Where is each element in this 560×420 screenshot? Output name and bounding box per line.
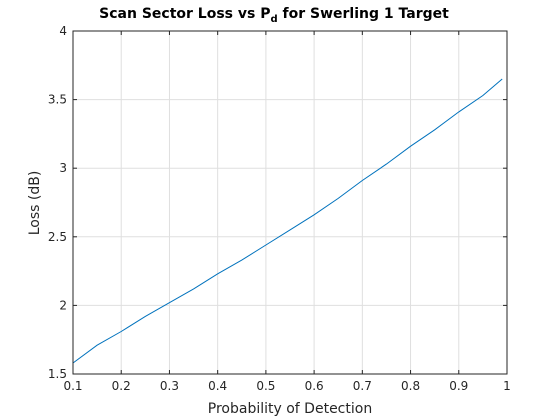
x-tick-label: 0.5	[256, 379, 275, 393]
series-layer	[72, 78, 503, 364]
x-tick-label: 0.9	[449, 379, 468, 393]
x-tick-label: 0.8	[401, 379, 420, 393]
x-tick-label: 0.7	[353, 379, 372, 393]
grid	[72, 30, 508, 375]
x-tick-label: 0.4	[208, 379, 227, 393]
x-axis-label: Probability of Detection	[208, 401, 372, 417]
chart-title-subscript: d	[270, 14, 277, 25]
x-tick-label: 0.3	[160, 379, 179, 393]
chart-title: Scan Sector Loss vs Pd for Swerling 1 Ta…	[99, 6, 449, 25]
x-tick-label: 1	[503, 379, 511, 393]
series-line	[72, 78, 503, 364]
axis-ticks	[72, 30, 508, 375]
y-tick-label: 3	[59, 161, 67, 175]
y-tick-labels: 1.5 2 2.5 3 3.5 4	[48, 24, 67, 381]
x-tick-labels: 0.1 0.2 0.3 0.4 0.5 0.6 0.7 0.8 0.9 1	[63, 379, 510, 393]
y-axis-label: Loss (dB)	[27, 171, 43, 236]
y-tick-label: 4	[59, 24, 67, 38]
y-tick-label: 2	[59, 298, 67, 312]
x-tick-label: 0.6	[305, 379, 324, 393]
y-tick-label: 2.5	[48, 230, 67, 244]
plot-frame	[72, 30, 508, 375]
x-tick-label: 0.1	[63, 379, 82, 393]
x-tick-label: 0.2	[112, 379, 131, 393]
y-tick-label: 1.5	[48, 367, 67, 381]
y-tick-label: 3.5	[48, 93, 67, 107]
